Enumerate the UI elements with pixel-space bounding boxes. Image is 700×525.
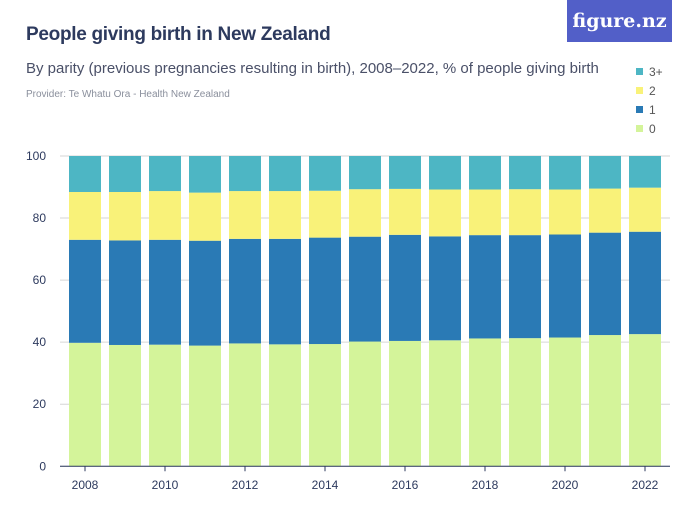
legend-item-2: 2 bbox=[636, 81, 663, 100]
bar-segment-2014-0 bbox=[309, 344, 341, 467]
bar-segment-2015-2 bbox=[349, 189, 381, 237]
bar-segment-2013-2 bbox=[269, 191, 301, 239]
figure-nz-logo[interactable]: figure.nz bbox=[567, 0, 672, 42]
y-tick-label: 60 bbox=[33, 273, 47, 287]
x-tick-label: 2022 bbox=[632, 478, 659, 492]
bar-segment-2022-2 bbox=[629, 187, 661, 232]
bar-segment-2010-3+ bbox=[149, 156, 181, 192]
legend-swatch bbox=[636, 106, 643, 113]
bar-segment-2017-2 bbox=[429, 189, 461, 237]
bar-segment-2010-2 bbox=[149, 191, 181, 240]
bar-segment-2017-0 bbox=[429, 340, 461, 467]
bar-segment-2022-1 bbox=[629, 231, 661, 335]
bar-segment-2020-0 bbox=[549, 337, 581, 467]
bar-segment-2020-3+ bbox=[549, 156, 581, 190]
legend-swatch bbox=[636, 68, 643, 75]
legend-item-1: 1 bbox=[636, 100, 663, 119]
legend-label: 2 bbox=[649, 83, 656, 98]
legend-item-0: 0 bbox=[636, 119, 663, 138]
bar-segment-2021-3+ bbox=[589, 156, 621, 189]
x-tick-label: 2012 bbox=[232, 478, 259, 492]
legend-item-3+: 3+ bbox=[636, 62, 663, 81]
bar-segment-2017-1 bbox=[429, 236, 461, 341]
bar-segment-2015-0 bbox=[349, 341, 381, 467]
y-tick-label: 20 bbox=[33, 397, 47, 411]
bar-segment-2009-3+ bbox=[109, 156, 141, 192]
x-tick-label: 2010 bbox=[152, 478, 179, 492]
bar-segment-2009-1 bbox=[109, 240, 141, 345]
bar-segment-2021-0 bbox=[589, 335, 621, 467]
bar-segment-2013-0 bbox=[269, 344, 301, 467]
x-tick-label: 2016 bbox=[392, 478, 419, 492]
bar-segment-2020-2 bbox=[549, 189, 581, 235]
bar-segment-2020-1 bbox=[549, 234, 581, 338]
bar-segment-2016-2 bbox=[389, 188, 421, 235]
bar-segment-2019-0 bbox=[509, 338, 541, 467]
bar-segment-2017-3+ bbox=[429, 156, 461, 190]
legend-swatch bbox=[636, 125, 643, 132]
x-tick-label: 2020 bbox=[552, 478, 579, 492]
chart-title: People giving birth in New Zealand bbox=[26, 24, 331, 45]
bar-segment-2009-2 bbox=[109, 191, 141, 241]
bar-segment-2014-2 bbox=[309, 190, 341, 238]
bar-segment-2019-3+ bbox=[509, 156, 541, 190]
bar-segment-2022-3+ bbox=[629, 156, 661, 188]
bar-segment-2011-2 bbox=[189, 192, 221, 241]
bar-segment-2009-0 bbox=[109, 344, 141, 467]
bar-segment-2014-1 bbox=[309, 237, 341, 345]
bar-segment-2008-0 bbox=[69, 342, 101, 467]
legend-swatch bbox=[636, 87, 643, 94]
y-tick-label: 40 bbox=[33, 335, 47, 349]
bar-segment-2012-0 bbox=[229, 343, 261, 467]
bar-segment-2016-1 bbox=[389, 234, 421, 341]
legend-label: 1 bbox=[649, 102, 656, 117]
bar-segment-2012-1 bbox=[229, 238, 261, 344]
x-tick-label: 2014 bbox=[312, 478, 339, 492]
bar-segment-2018-1 bbox=[469, 235, 501, 339]
bar-segment-2011-3+ bbox=[189, 156, 221, 193]
y-tick-label: 0 bbox=[39, 459, 46, 473]
bar-segment-2011-0 bbox=[189, 345, 221, 467]
bar-segment-2008-2 bbox=[69, 191, 101, 240]
bar-segment-2018-3+ bbox=[469, 156, 501, 190]
bar-segment-2022-0 bbox=[629, 334, 661, 467]
bar-segment-2013-3+ bbox=[269, 156, 301, 192]
bar-segment-2012-3+ bbox=[229, 156, 261, 192]
bar-segment-2019-1 bbox=[509, 235, 541, 339]
bar-segment-2018-0 bbox=[469, 338, 501, 467]
bar-segment-2010-1 bbox=[149, 239, 181, 345]
bar-segment-2021-1 bbox=[589, 232, 621, 336]
bar-segment-2013-1 bbox=[269, 238, 301, 345]
legend-label: 3+ bbox=[649, 64, 663, 79]
bar-segment-2015-1 bbox=[349, 236, 381, 342]
bar-segment-2016-3+ bbox=[389, 156, 421, 189]
chart-subtitle: By parity (previous pregnancies resultin… bbox=[26, 60, 599, 77]
provider-text: Provider: Te Whatu Ora - Health New Zeal… bbox=[26, 89, 230, 100]
bar-segment-2010-0 bbox=[149, 344, 181, 467]
bar-segment-2018-2 bbox=[469, 189, 501, 236]
bar-segment-2021-2 bbox=[589, 188, 621, 233]
legend-label: 0 bbox=[649, 121, 656, 136]
x-tick-label: 2018 bbox=[472, 478, 499, 492]
bar-segment-2008-1 bbox=[69, 239, 101, 343]
bar-segment-2019-2 bbox=[509, 189, 541, 236]
y-tick-label: 100 bbox=[26, 149, 46, 163]
bar-segment-2012-2 bbox=[229, 191, 261, 239]
bar-segment-2011-1 bbox=[189, 240, 221, 346]
bar-segment-2016-0 bbox=[389, 340, 421, 467]
bar-segment-2008-3+ bbox=[69, 156, 101, 192]
bar-segment-2015-3+ bbox=[349, 156, 381, 190]
bar-segment-2014-3+ bbox=[309, 156, 341, 191]
legend: 3+ 2 1 0 bbox=[636, 62, 663, 138]
y-tick-label: 80 bbox=[33, 211, 47, 225]
x-tick-label: 2008 bbox=[72, 478, 99, 492]
